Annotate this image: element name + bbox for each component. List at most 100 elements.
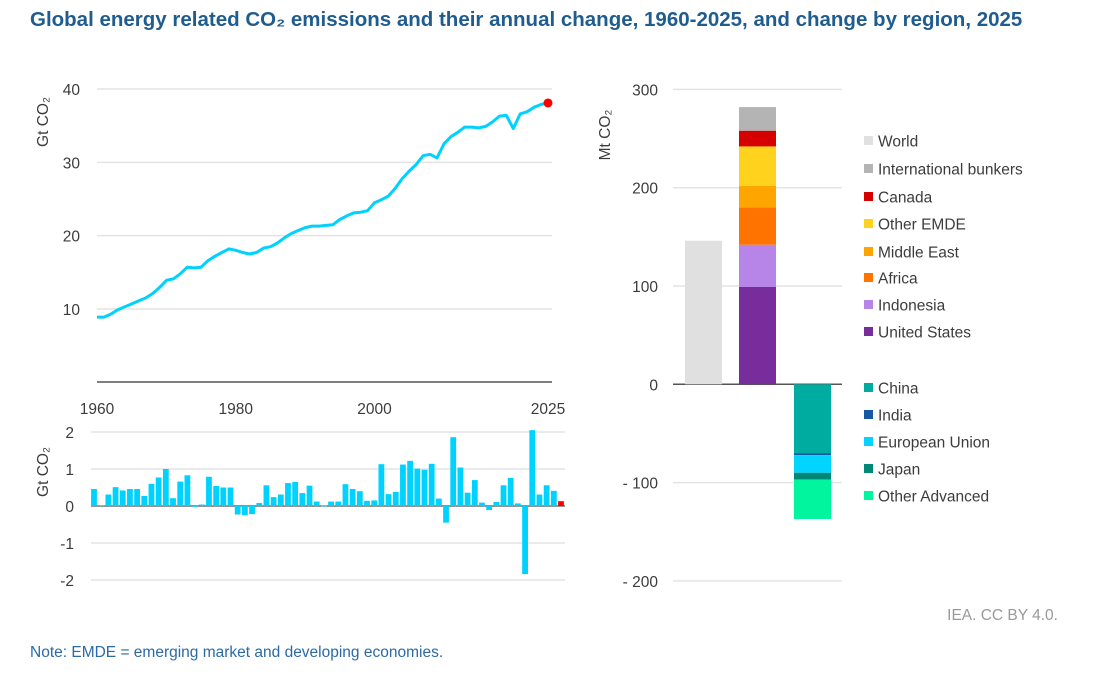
legend-swatch bbox=[864, 410, 873, 419]
annual-change-bar bbox=[349, 488, 356, 506]
annual-change-bar bbox=[256, 503, 263, 506]
emissions-line bbox=[97, 101, 549, 319]
region-y-tick-label: 300 bbox=[632, 82, 658, 99]
legend-swatch bbox=[864, 136, 873, 145]
line-x-tick-label: 1960 bbox=[80, 401, 115, 418]
annual-change-bar bbox=[385, 494, 392, 506]
annual-change-bar bbox=[119, 490, 126, 506]
annual-change-bar bbox=[514, 503, 521, 506]
legend-label: Japan bbox=[878, 462, 920, 479]
annual-change-bar bbox=[558, 501, 564, 506]
annual-change-bar bbox=[198, 504, 205, 506]
region-bar-segment bbox=[739, 130, 776, 147]
annual-change-bar bbox=[428, 463, 435, 506]
annual-change-bar bbox=[364, 500, 370, 506]
region-bar-segment bbox=[794, 453, 831, 456]
annual-change-bar bbox=[486, 506, 493, 511]
legend-swatch bbox=[864, 437, 873, 446]
line-y-axis-label: Gt CO₂ bbox=[35, 97, 52, 147]
legend-label: World bbox=[878, 134, 918, 151]
legend-label: Middle East bbox=[878, 245, 960, 262]
region-y-tick-label: - 100 bbox=[623, 476, 659, 493]
line-y-tick-label: 20 bbox=[63, 229, 81, 246]
annual-change-bar bbox=[479, 502, 485, 506]
legend-swatch bbox=[864, 247, 873, 256]
annual-change-bar bbox=[328, 501, 334, 506]
legend-swatch bbox=[864, 383, 873, 392]
annual-change-bar bbox=[170, 498, 176, 506]
region-bar-segment bbox=[739, 107, 776, 131]
region-bar-segment bbox=[739, 207, 776, 245]
annual-change-bar bbox=[313, 501, 320, 506]
annual-change-bar bbox=[529, 430, 536, 506]
legend-label: United States bbox=[878, 325, 971, 342]
latest-point-marker bbox=[543, 98, 553, 108]
bar-y-tick-label: -2 bbox=[60, 573, 74, 590]
annual-change-bar bbox=[249, 506, 255, 515]
line-y-tick-label: 30 bbox=[63, 155, 81, 172]
annual-change-bar bbox=[112, 487, 119, 506]
region-y-tick-label: 0 bbox=[649, 377, 658, 394]
annual-change-bar bbox=[421, 469, 428, 506]
legend-label: Africa bbox=[878, 271, 918, 288]
legend-label: China bbox=[878, 381, 919, 398]
annual-change-bar bbox=[105, 494, 112, 506]
annual-change-bar bbox=[392, 491, 399, 506]
annual-change-bar bbox=[450, 437, 457, 506]
legend-swatch bbox=[864, 464, 873, 473]
line-y-tick-label: 40 bbox=[63, 82, 81, 99]
bar-y-tick-label: -1 bbox=[60, 536, 74, 553]
footnote: Note: EMDE = emerging market and develop… bbox=[30, 644, 444, 661]
region-bar-segment bbox=[794, 472, 831, 480]
annual-change-bar bbox=[543, 485, 550, 506]
region-bar-segment bbox=[739, 286, 776, 385]
annual-change-bar bbox=[148, 483, 155, 506]
annual-change-bar bbox=[241, 506, 248, 516]
legend-swatch bbox=[864, 327, 873, 336]
region-y-tick-label: - 200 bbox=[623, 574, 659, 591]
annual-change-bar bbox=[500, 485, 507, 506]
legend-label: Indonesia bbox=[878, 298, 946, 315]
annual-change-bar bbox=[191, 506, 198, 507]
annual-change-bar bbox=[177, 481, 184, 506]
annual-change-bar bbox=[335, 501, 342, 506]
annual-change-bar bbox=[414, 468, 421, 506]
annual-change-bar bbox=[213, 486, 220, 506]
bar-y-tick-label: 2 bbox=[65, 425, 74, 442]
legend-label: International bunkers bbox=[878, 162, 1023, 179]
legend-label: India bbox=[878, 408, 912, 425]
region-bar-segment bbox=[794, 479, 831, 519]
annual-change-bar bbox=[407, 460, 414, 506]
bar-y-tick-label: 1 bbox=[65, 462, 74, 479]
region-bar-segment bbox=[739, 185, 776, 208]
credit: IEA. CC BY 4.0. bbox=[947, 607, 1058, 624]
annual-change-bar bbox=[378, 464, 385, 506]
annual-change-bar bbox=[285, 483, 291, 506]
annual-change-bar bbox=[127, 488, 133, 506]
annual-change-bar bbox=[162, 469, 169, 506]
region-bar-segment bbox=[794, 455, 831, 473]
annual-change-bar bbox=[342, 484, 349, 506]
bar-y-axis-label: Gt CO₂ bbox=[35, 447, 52, 497]
annual-change-bar bbox=[371, 500, 378, 506]
annual-change-bar bbox=[91, 488, 97, 506]
line-x-tick-label: 2000 bbox=[357, 401, 392, 418]
legend-swatch bbox=[864, 491, 873, 500]
annual-change-bar bbox=[227, 487, 234, 506]
annual-change-bar bbox=[184, 475, 191, 506]
annual-change-bar bbox=[464, 492, 471, 506]
annual-change-bar bbox=[471, 480, 478, 506]
line-x-tick-label: 1980 bbox=[219, 401, 254, 418]
legend-swatch bbox=[864, 300, 873, 309]
annual-change-bar bbox=[457, 467, 464, 506]
region-bar-segment bbox=[794, 384, 831, 454]
annual-change-bar bbox=[155, 477, 162, 506]
annual-change-bar bbox=[206, 476, 212, 506]
annual-change-bar bbox=[134, 488, 141, 506]
legend-swatch bbox=[864, 164, 873, 173]
region-y-axis-label: Mt CO₂ bbox=[597, 110, 614, 161]
annual-change-bar bbox=[435, 498, 442, 506]
annual-change-bar bbox=[536, 494, 543, 506]
line-y-tick-label: 10 bbox=[63, 302, 81, 319]
